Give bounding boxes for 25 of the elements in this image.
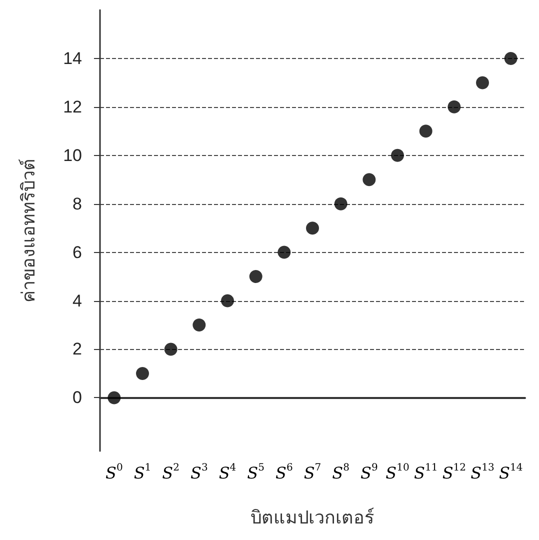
y-tick-label: 6 [72, 242, 82, 262]
point [391, 148, 404, 162]
x-axis-title: บิตแมปเวกเตอร์ [250, 508, 374, 528]
point [362, 173, 376, 186]
point [306, 222, 319, 235]
point [448, 100, 461, 114]
y-tick-label: 2 [72, 340, 82, 359]
point [136, 366, 149, 380]
point [504, 52, 518, 65]
y-tick-label: 4 [72, 291, 82, 310]
point [164, 342, 178, 356]
y-tick-label: 0 [72, 388, 82, 408]
point [108, 391, 121, 404]
point [192, 318, 206, 332]
y-axis-title: ค่าของแอททริบิวต์ [18, 158, 40, 302]
point [249, 270, 262, 284]
point [278, 246, 291, 259]
y-tick-label: 8 [72, 194, 82, 214]
y-tick-label: 14 [63, 48, 82, 68]
point [334, 197, 348, 210]
point [221, 294, 234, 308]
point [419, 124, 432, 138]
point [476, 76, 489, 90]
y-tick-label: 10 [63, 146, 82, 165]
y-tick-label: 12 [63, 97, 82, 116]
